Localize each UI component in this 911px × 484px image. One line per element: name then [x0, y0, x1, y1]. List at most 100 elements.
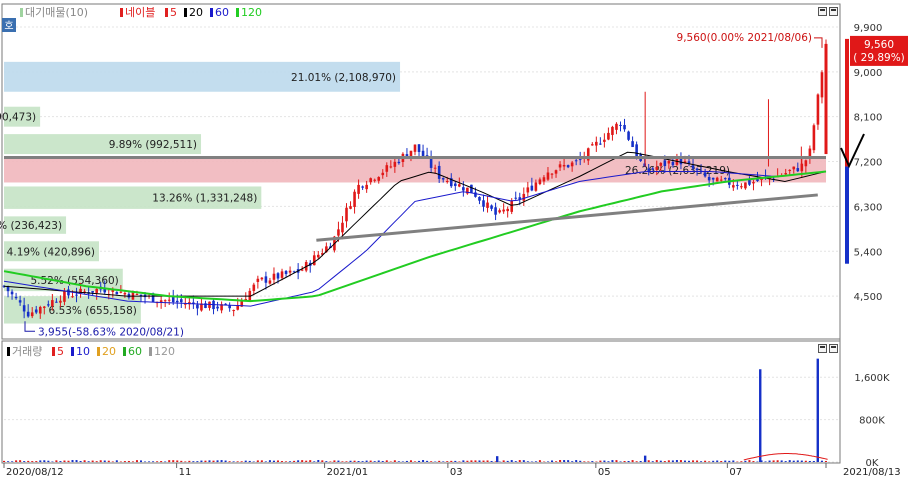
- candle-body: [55, 302, 58, 303]
- volume-bar: [777, 460, 779, 462]
- candle-body: [269, 280, 272, 283]
- volume-bar: [148, 461, 150, 462]
- volume-bar: [329, 461, 331, 462]
- candle-body: [563, 165, 566, 166]
- volume-legend-label: 60: [128, 345, 142, 358]
- volume-bar: [209, 460, 211, 462]
- candle-body: [67, 289, 70, 295]
- candle-body: [470, 185, 473, 193]
- volume-bar: [358, 461, 360, 462]
- volume-bar: [225, 461, 227, 462]
- price-tick-label: 9,900: [854, 23, 883, 34]
- price-legend-swatch: [210, 8, 213, 17]
- price-legend-swatch: [120, 8, 123, 17]
- volume-bar: [454, 461, 456, 462]
- candle-body: [805, 160, 808, 166]
- candle-body: [486, 203, 489, 208]
- volume-bar: [140, 460, 142, 462]
- candle-body: [285, 271, 288, 274]
- volume-bar: [398, 461, 400, 462]
- volume-bar: [446, 461, 448, 462]
- date-tick-label: 2021/01: [327, 467, 369, 478]
- volume-bar: [217, 460, 219, 462]
- volume-bar: [180, 461, 182, 462]
- candle-body: [120, 292, 123, 293]
- volume-bar: [688, 461, 690, 462]
- date-tick-label: 2021/08/13: [843, 467, 901, 478]
- volume-bar: [152, 461, 154, 462]
- volume-bar: [587, 461, 589, 462]
- candle-body: [39, 307, 42, 314]
- volume-bar: [809, 461, 811, 462]
- volume-bar: [55, 460, 57, 462]
- volume-bar: [680, 460, 682, 462]
- volume-bar: [458, 461, 460, 462]
- candle-body: [623, 125, 626, 129]
- volume-bar: [769, 461, 771, 462]
- volume-tick-label: 1,600K: [854, 373, 890, 384]
- candle-body: [571, 163, 574, 167]
- volume-bar: [313, 461, 315, 462]
- volume-profile-label: 13.26% (1,331,248): [152, 193, 257, 205]
- volume-maximize-button[interactable]: [829, 344, 838, 353]
- price-maximize-button[interactable]: [829, 7, 838, 16]
- volume-bar: [11, 461, 13, 462]
- candle-body: [11, 292, 14, 295]
- volume-bar: [293, 461, 295, 462]
- volume-bar: [136, 460, 138, 462]
- candle-body: [784, 173, 787, 174]
- volume-bar: [341, 461, 343, 462]
- high-annotation: 9,560(0.00% 2021/08/06): [677, 32, 812, 44]
- volume-bar: [19, 460, 21, 462]
- candle-body: [257, 279, 260, 282]
- volume-bar: [200, 461, 202, 462]
- candle-body: [381, 173, 384, 175]
- candle-body: [124, 293, 127, 295]
- volume-minimize-button[interactable]: [818, 344, 827, 353]
- volume-legend-swatch: [149, 347, 152, 356]
- volume-bar: [414, 461, 416, 462]
- volume-bar: [39, 460, 41, 462]
- candle-body: [317, 255, 320, 258]
- volume-bar: [491, 461, 493, 462]
- volume-bar: [124, 461, 126, 462]
- volume-bar: [305, 461, 307, 462]
- corner-indicator-label: 호: [4, 20, 13, 32]
- volume-bar: [511, 460, 513, 462]
- candle-body: [543, 177, 546, 181]
- volume-bar: [503, 460, 505, 462]
- candle-body: [494, 207, 497, 214]
- candle-body: [228, 306, 231, 309]
- volume-bar: [378, 461, 380, 462]
- low-annotation: 3,955(-58.63% 2020/08/21): [38, 326, 184, 338]
- volume-bar: [591, 461, 593, 462]
- candle-body: [71, 296, 74, 297]
- volume-bar: [672, 460, 674, 462]
- volume-bar: [261, 460, 263, 462]
- volume-bar: [825, 461, 827, 462]
- volume-bar: [793, 461, 795, 462]
- candle-body: [373, 180, 376, 181]
- volume-bar: [354, 461, 356, 462]
- volume-bar: [233, 461, 235, 462]
- volume-bar: [402, 461, 404, 462]
- volume-bar: [712, 461, 714, 462]
- volume-bar: [309, 460, 311, 462]
- volume-bar: [84, 460, 86, 462]
- price-minimize-button[interactable]: [818, 7, 827, 16]
- price-tick-label: 8,100: [854, 113, 883, 124]
- volume-bar: [571, 461, 573, 462]
- volume-bar: [27, 461, 29, 462]
- candle-body: [349, 206, 352, 209]
- volume-bar: [720, 461, 722, 462]
- candle-body: [506, 209, 509, 211]
- candle-body: [15, 297, 18, 298]
- volume-bar: [245, 461, 247, 462]
- candle-body: [345, 208, 348, 222]
- volume-bar: [724, 461, 726, 462]
- price-tick-label: 5,400: [854, 247, 883, 258]
- candle-body-last: [825, 44, 828, 154]
- candle-body: [752, 182, 755, 183]
- volume-bar: [116, 460, 118, 462]
